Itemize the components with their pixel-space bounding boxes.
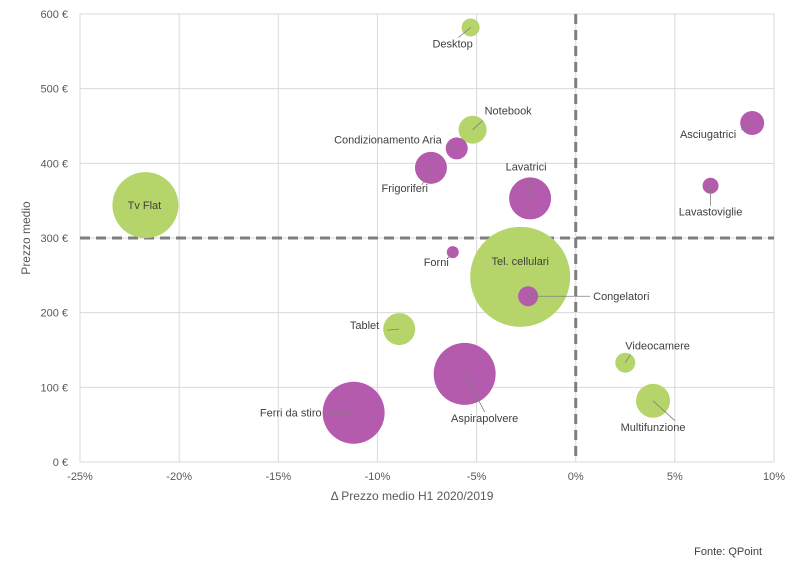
leader-line <box>464 373 486 413</box>
y-tick-label: 600 € <box>40 9 68 21</box>
bubble-label: Desktop <box>432 38 472 50</box>
bubbles <box>112 18 765 444</box>
x-tick-label: 0% <box>568 471 584 483</box>
x-tick-label: -20% <box>166 471 192 483</box>
x-tick-label: -15% <box>265 471 291 483</box>
bubble-label: Tv Flat <box>128 200 162 212</box>
y-tick-label: 100 € <box>40 382 68 394</box>
source-note: Fonte: QPoint <box>694 546 762 558</box>
x-axis-title: Δ Prezzo medio H1 2020/2019 <box>331 489 494 503</box>
y-tick-label: 0 € <box>53 457 68 469</box>
leader-lines <box>325 27 753 422</box>
x-tick-labels: -25% -20% -15% -10% -5% 0% 5% 10% <box>67 471 785 483</box>
bubble-label: Multifunzione <box>621 422 686 434</box>
bubble-label: Tablet <box>350 320 379 332</box>
x-tick-label: -10% <box>365 471 391 483</box>
y-tick-label: 400 € <box>40 158 68 170</box>
y-tick-label: 500 € <box>40 84 68 96</box>
leader-line <box>472 120 483 131</box>
bubble-label: Notebook <box>485 106 533 118</box>
bubble-label: Ferri da stiro <box>260 408 322 420</box>
bubble-label: Frigoriferi <box>382 183 428 195</box>
bubble-label: Asciugatrici <box>680 129 736 141</box>
leader-line <box>445 145 457 149</box>
y-tick-label: 200 € <box>40 308 68 320</box>
bubble-label: Congelatori <box>593 291 649 303</box>
bubble-label: Forni <box>424 257 449 269</box>
leader-line <box>387 328 400 331</box>
leader-line <box>421 167 432 186</box>
bubble-label: Condizionamento Aria <box>334 134 443 146</box>
x-tick-label: 10% <box>763 471 785 483</box>
leader-line <box>740 122 753 131</box>
leader-line <box>652 400 676 422</box>
x-tick-label: 5% <box>667 471 683 483</box>
bubble-label: Tel. cellulari <box>491 256 548 268</box>
bubble <box>470 226 571 327</box>
leader-line <box>458 27 471 38</box>
y-tick-label: 300 € <box>40 233 68 245</box>
leader-line <box>624 354 631 363</box>
x-tick-label: -25% <box>67 471 93 483</box>
bubble-labels: Desktop Notebook Condizionamento Aria Frigo… <box>128 38 743 433</box>
bubble-label: Aspirapolvere <box>451 413 518 425</box>
y-axis-title: Prezzo medio <box>19 201 33 275</box>
y-tick-labels: 0 € 100 € 200 € 300 € 400 € 500 € 600 € <box>40 9 68 469</box>
bubble-label: Videocamere <box>625 341 690 353</box>
leader-line <box>447 251 454 259</box>
reference-lines <box>80 14 774 462</box>
bubble <box>112 172 179 239</box>
x-tick-label: -5% <box>467 471 487 483</box>
bubble-label: Lavatrici <box>506 161 547 173</box>
bubble-label: Lavastoviglie <box>679 207 743 219</box>
